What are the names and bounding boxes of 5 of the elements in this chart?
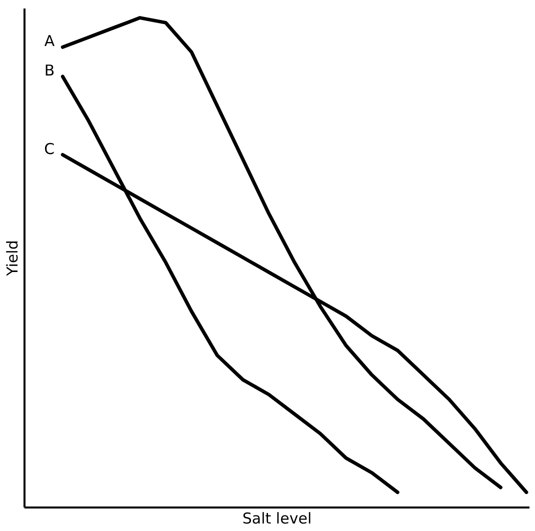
series-label: C bbox=[44, 140, 55, 158]
series-label: A bbox=[44, 32, 56, 50]
x-axis-title: Salt level bbox=[242, 510, 312, 528]
y-axis-title: Yield bbox=[4, 240, 22, 277]
series-label: B bbox=[44, 61, 55, 80]
